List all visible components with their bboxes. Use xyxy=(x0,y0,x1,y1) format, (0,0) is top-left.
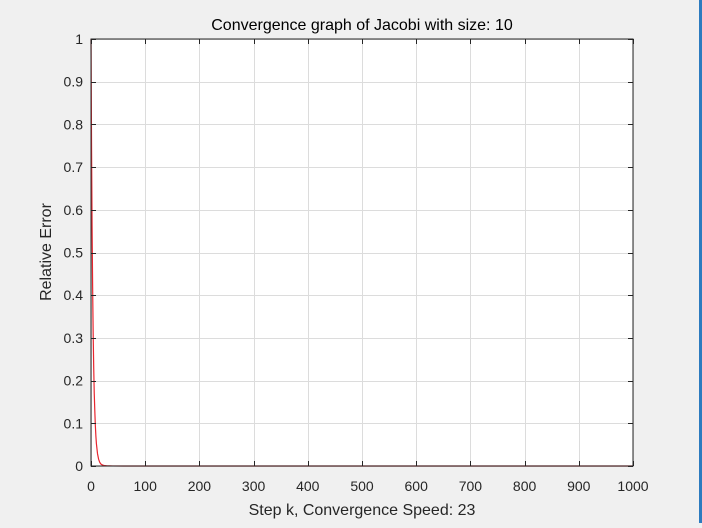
x-tick-label: 300 xyxy=(242,478,266,494)
x-tick-label: 200 xyxy=(188,478,212,494)
x-tick-label: 600 xyxy=(405,478,429,494)
y-tick-label: 0.5 xyxy=(64,245,84,261)
x-axis-label: Step k, Convergence Speed: 23 xyxy=(249,502,476,519)
y-tick-label: 0.3 xyxy=(64,330,84,346)
y-tick-label: 0 xyxy=(75,458,83,474)
x-tick-label: 500 xyxy=(350,478,374,494)
y-axis-label: Relative Error xyxy=(38,202,55,300)
tick-marks xyxy=(91,39,634,467)
y-tick-label: 0.2 xyxy=(64,373,84,389)
y-tick-label: 1 xyxy=(75,31,83,47)
x-tick-label: 400 xyxy=(296,478,320,494)
x-tick-labels: 0 100 200 300 400 500 600 700 800 900 1000 xyxy=(87,478,649,494)
x-tick-label: 0 xyxy=(87,478,95,494)
y-tick-label: 0.9 xyxy=(64,74,84,90)
x-tick-label: 800 xyxy=(513,478,537,494)
chart-title: Convergence graph of Jacobi with size: 1… xyxy=(211,17,513,34)
window-edge-strip xyxy=(699,0,702,523)
x-tick-label: 100 xyxy=(134,478,158,494)
y-tick-label: 0.6 xyxy=(64,202,84,218)
y-tick-label: 0.1 xyxy=(64,415,84,431)
x-tick-label: 700 xyxy=(459,478,483,494)
x-tick-label: 900 xyxy=(567,478,591,494)
y-tick-label: 0.7 xyxy=(64,159,84,175)
y-tick-label: 0.8 xyxy=(64,116,84,132)
y-tick-labels: 0 0.1 0.2 0.3 0.4 0.5 0.6 0.7 0.8 0.9 1 xyxy=(64,31,84,474)
x-tick-label: 1000 xyxy=(617,478,648,494)
y-tick-label: 0.4 xyxy=(64,287,84,303)
